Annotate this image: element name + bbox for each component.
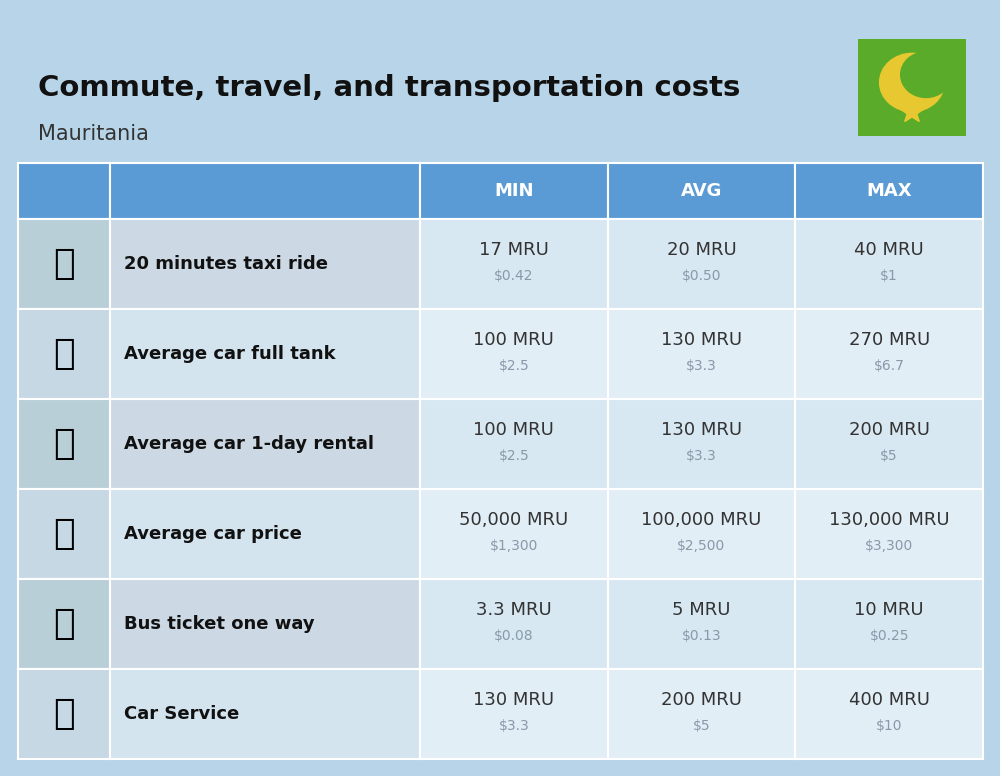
Text: 200 MRU: 200 MRU [661, 691, 742, 709]
Text: 130,000 MRU: 130,000 MRU [829, 511, 949, 529]
Text: 50,000 MRU: 50,000 MRU [459, 511, 568, 529]
Text: $2.5: $2.5 [498, 449, 529, 463]
Circle shape [880, 54, 944, 112]
Text: Car Service: Car Service [124, 705, 239, 723]
Text: $3.3: $3.3 [686, 359, 717, 373]
Text: Average car 1-day rental: Average car 1-day rental [124, 435, 374, 453]
Text: 20 MRU: 20 MRU [667, 241, 736, 259]
Text: MAX: MAX [866, 182, 912, 200]
Text: 🚕: 🚕 [53, 247, 75, 281]
Text: 100,000 MRU: 100,000 MRU [641, 511, 762, 529]
Text: $6.7: $6.7 [874, 359, 905, 373]
Text: 🚌: 🚌 [53, 607, 75, 641]
Text: 270 MRU: 270 MRU [849, 331, 930, 349]
Text: 3.3 MRU: 3.3 MRU [476, 601, 552, 619]
Text: $0.08: $0.08 [494, 629, 534, 643]
Text: 130 MRU: 130 MRU [661, 421, 742, 439]
Text: $10: $10 [876, 719, 902, 733]
Text: $3.3: $3.3 [686, 449, 717, 463]
Text: $2.5: $2.5 [498, 359, 529, 373]
Circle shape [901, 52, 951, 98]
Text: 20 minutes taxi ride: 20 minutes taxi ride [124, 255, 328, 273]
Text: $1,300: $1,300 [490, 539, 538, 553]
Text: MIN: MIN [494, 182, 534, 200]
Text: $1: $1 [880, 269, 898, 283]
Text: Average car full tank: Average car full tank [124, 345, 336, 363]
Text: 200 MRU: 200 MRU [849, 421, 930, 439]
Text: Bus ticket one way: Bus ticket one way [124, 615, 315, 633]
Text: AVG: AVG [681, 182, 722, 200]
Text: $5: $5 [693, 719, 710, 733]
Text: 40 MRU: 40 MRU [854, 241, 924, 259]
Text: Average car price: Average car price [124, 525, 302, 543]
Text: $0.42: $0.42 [494, 269, 534, 283]
Text: $0.13: $0.13 [682, 629, 721, 643]
Text: 130 MRU: 130 MRU [661, 331, 742, 349]
Text: 10 MRU: 10 MRU [854, 601, 924, 619]
Text: $3.3: $3.3 [498, 719, 529, 733]
Text: Mauritania: Mauritania [38, 124, 149, 144]
Text: 5 MRU: 5 MRU [672, 601, 731, 619]
Text: 17 MRU: 17 MRU [479, 241, 549, 259]
Text: 100 MRU: 100 MRU [473, 421, 554, 439]
Polygon shape [900, 102, 924, 122]
Text: ⛽: ⛽ [53, 337, 75, 371]
Text: Commute, travel, and transportation costs: Commute, travel, and transportation cost… [38, 74, 740, 102]
Text: 400 MRU: 400 MRU [849, 691, 930, 709]
Text: 100 MRU: 100 MRU [473, 331, 554, 349]
Text: 🚗: 🚗 [53, 517, 75, 551]
Text: $0.50: $0.50 [682, 269, 721, 283]
Text: $3,300: $3,300 [865, 539, 913, 553]
Text: $5: $5 [880, 449, 898, 463]
Text: $0.25: $0.25 [869, 629, 909, 643]
Text: 🚗: 🚗 [53, 697, 75, 731]
Text: 130 MRU: 130 MRU [473, 691, 554, 709]
Text: $2,500: $2,500 [677, 539, 726, 553]
Text: 🚙: 🚙 [53, 427, 75, 461]
